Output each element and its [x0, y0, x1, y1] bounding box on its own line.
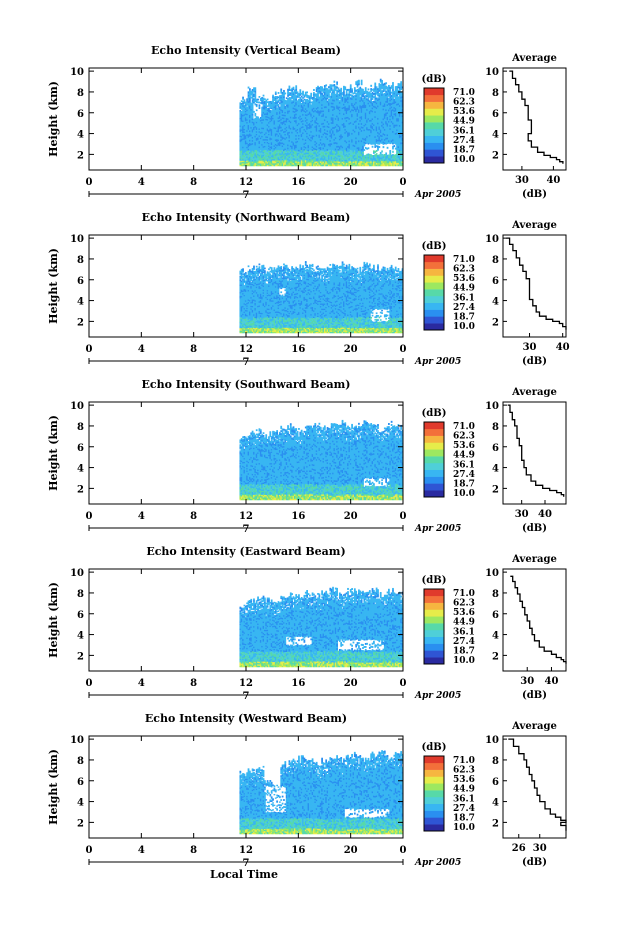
- heatmap-cell: [263, 95, 265, 97]
- heatmap-cell: [259, 104, 261, 106]
- heatmap-cell: [257, 117, 259, 119]
- heatmap-cell: [242, 97, 244, 99]
- y-axis-label: Height (km): [47, 81, 60, 157]
- heatmap-cell: [254, 113, 256, 115]
- figure: Echo Intensity (Vertical Beam) Height (km…: [0, 0, 620, 929]
- heatmap-cell: [259, 96, 261, 98]
- heatmap-cell: [253, 111, 255, 113]
- heatmap-cell: [256, 104, 258, 106]
- heatmap-cell: [257, 99, 259, 101]
- heatmap-cell: [256, 109, 258, 111]
- heatmap-cell: [249, 88, 251, 90]
- heatmap-cell: [267, 99, 269, 101]
- heatmap-cell: [244, 99, 246, 101]
- heatmap: [239, 79, 403, 167]
- heatmap-cell: [272, 95, 274, 97]
- panel-title: Echo Intensity (Vertical Beam): [151, 44, 341, 57]
- panel-1: Echo Intensity (Vertical Beam) Height (km…: [47, 44, 566, 201]
- heatmap-cell: [254, 87, 256, 89]
